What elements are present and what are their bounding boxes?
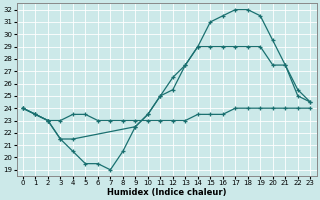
X-axis label: Humidex (Indice chaleur): Humidex (Indice chaleur) (107, 188, 226, 197)
